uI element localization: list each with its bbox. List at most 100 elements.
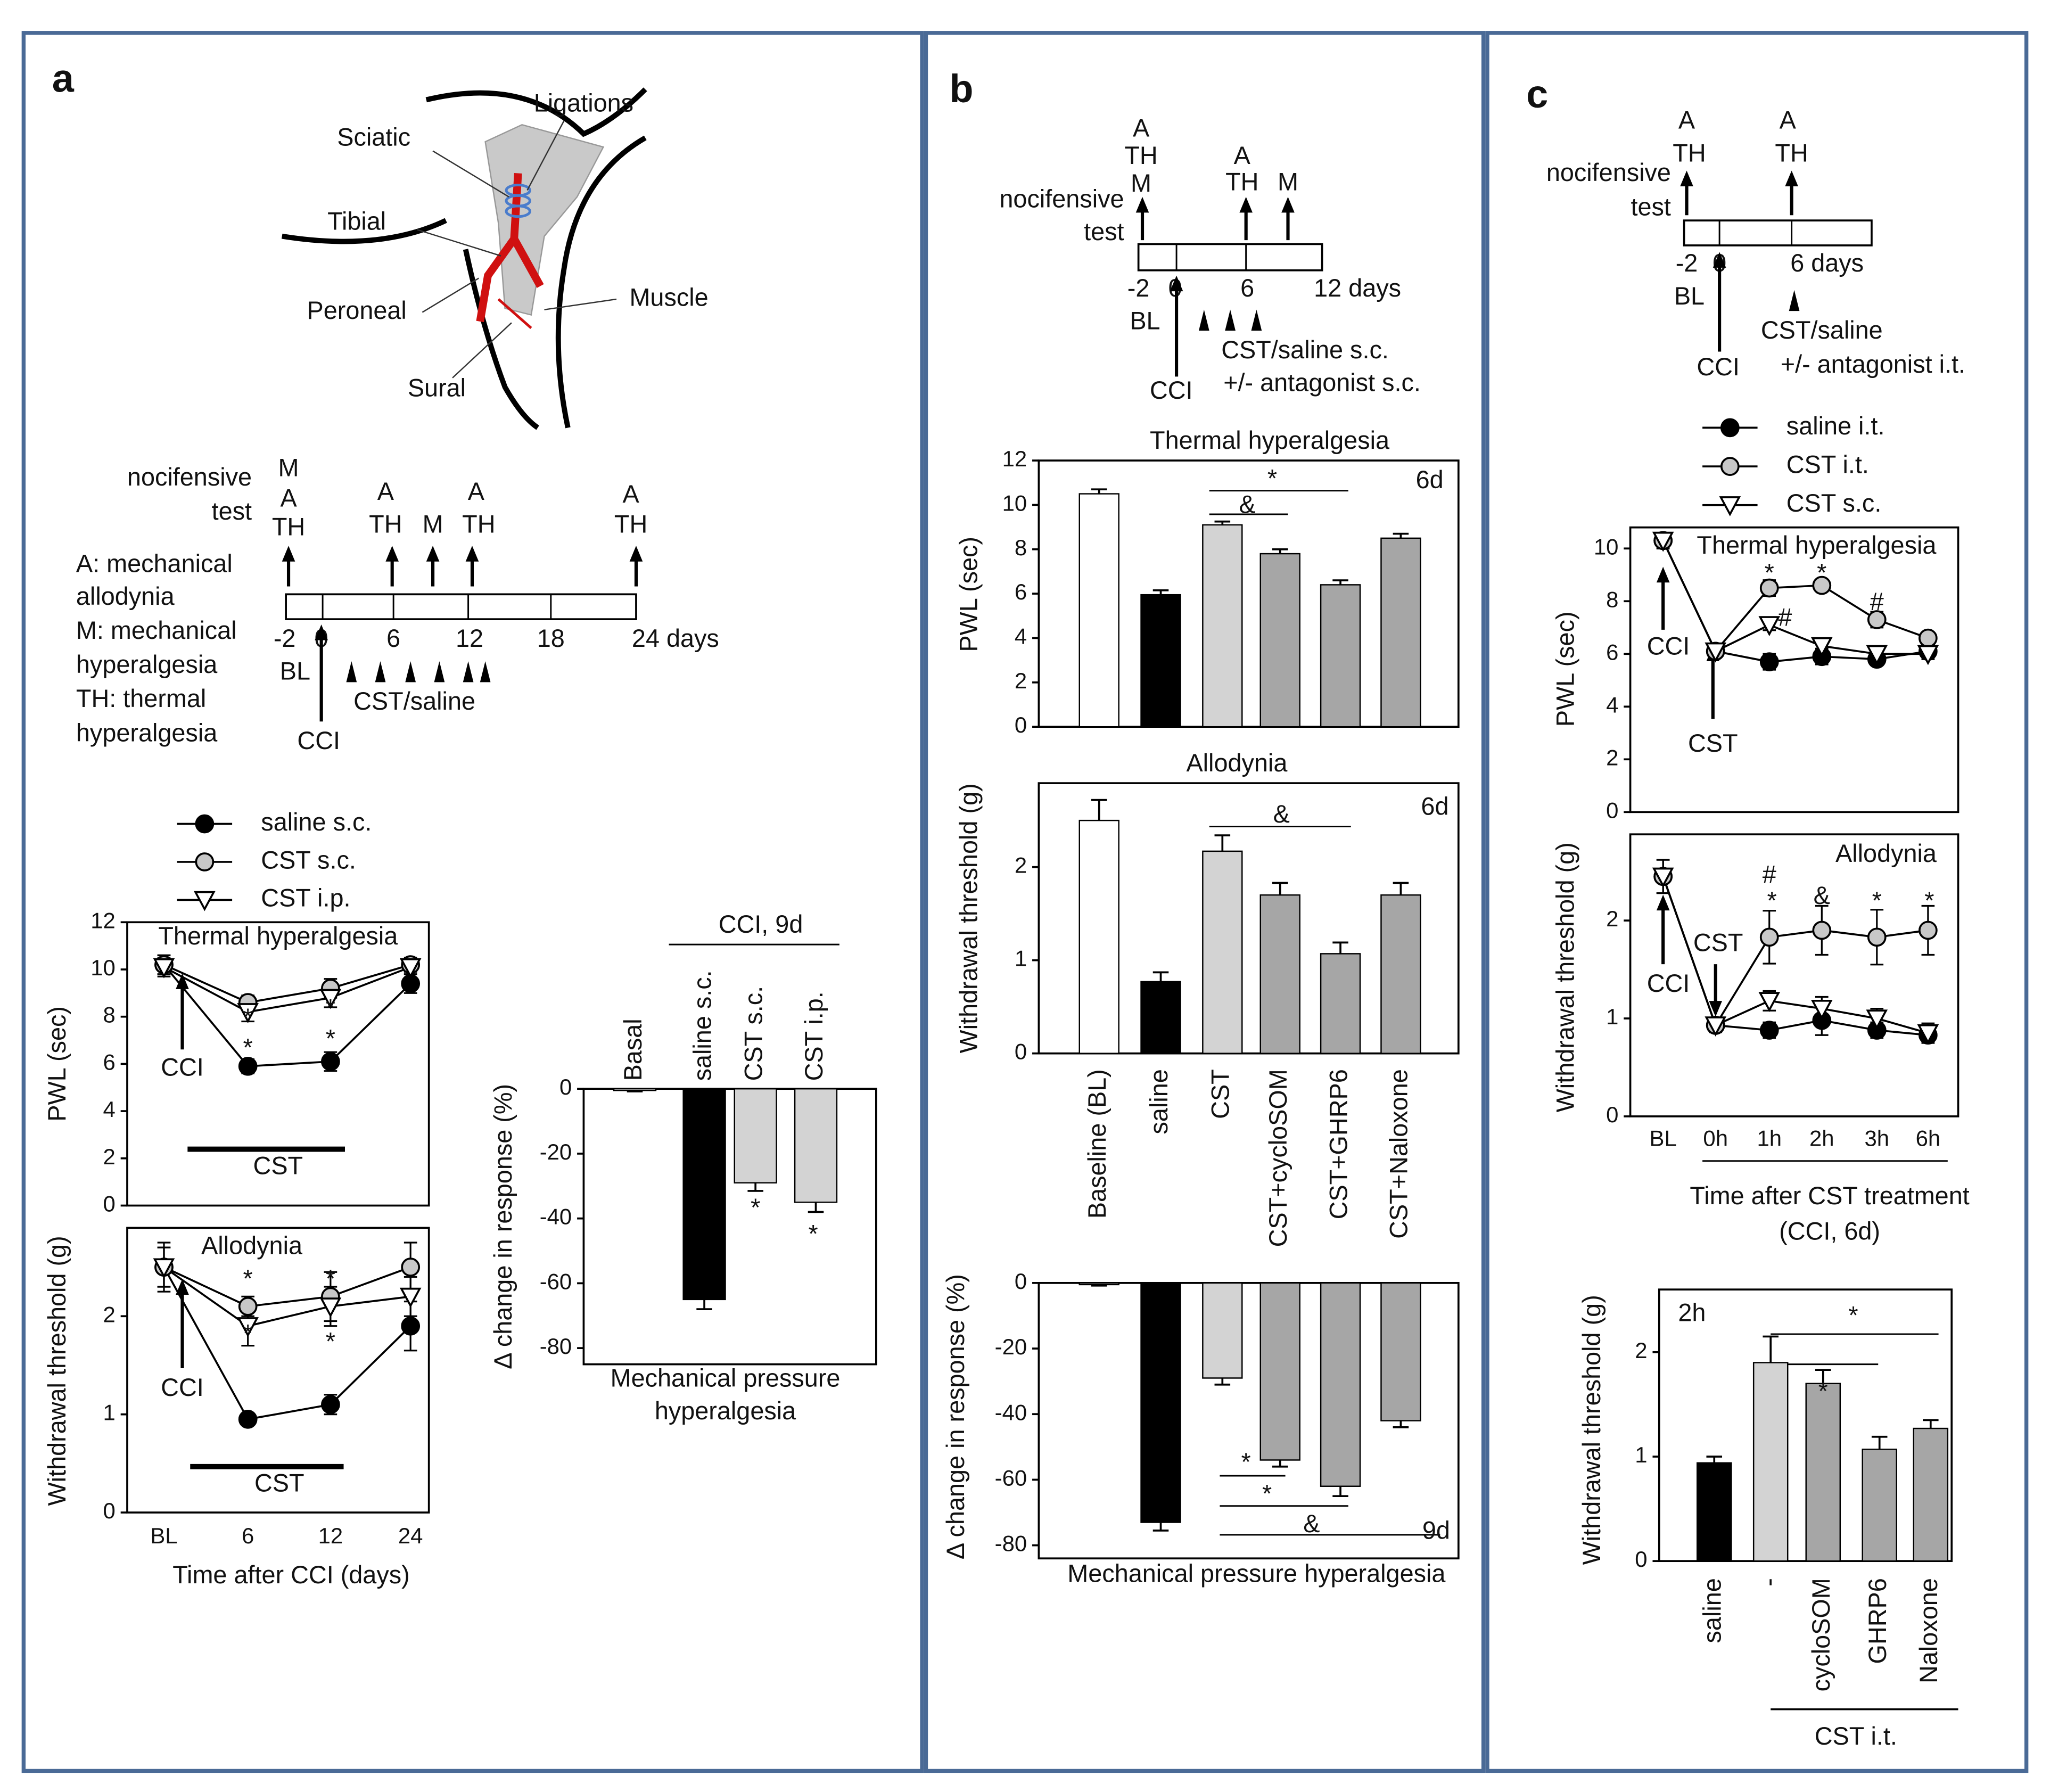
marker bbox=[1866, 645, 1888, 665]
y-tick-label: 10 bbox=[1002, 490, 1027, 515]
annotation: * bbox=[751, 1194, 760, 1221]
x-tick-label: CST+cycloSOM bbox=[1264, 1069, 1292, 1247]
y-tick-label: 2 bbox=[1606, 906, 1618, 931]
panel-letter: c bbox=[1526, 72, 1548, 116]
bar bbox=[1202, 524, 1243, 728]
annotation: * bbox=[243, 1004, 253, 1031]
bar bbox=[1380, 537, 1421, 728]
timeline-box bbox=[1137, 243, 1323, 272]
y-tick-label: 2 bbox=[103, 1302, 116, 1327]
y-tick-label: 0 bbox=[1015, 712, 1027, 737]
y-axis-label: Withdrawal threshold (g) bbox=[43, 1236, 71, 1506]
timeline-label: M bbox=[423, 511, 443, 538]
arrow-head bbox=[315, 624, 328, 640]
arrow-head bbox=[1713, 252, 1726, 268]
y-tick-label: 4 bbox=[1606, 692, 1618, 717]
timeline-label: 6 bbox=[1240, 274, 1254, 302]
annotation: # bbox=[1870, 588, 1884, 615]
series-line bbox=[1662, 876, 1929, 1034]
x-axis-label: hyperalgesia bbox=[655, 1397, 796, 1425]
outline bbox=[281, 218, 447, 244]
bar bbox=[794, 1088, 838, 1203]
x-axis-label: Mechanical pressure bbox=[611, 1364, 841, 1392]
annotation: & bbox=[1303, 1510, 1320, 1538]
series-line bbox=[163, 966, 411, 1013]
legend-label: CST i.p. bbox=[261, 884, 350, 912]
bar bbox=[1805, 1383, 1841, 1562]
timeline-label: hyperalgesia bbox=[76, 719, 218, 746]
timeline-label: CCI bbox=[1697, 353, 1740, 381]
y-tick-label: -80 bbox=[540, 1334, 572, 1359]
chart-title: Allodynia bbox=[201, 1232, 303, 1260]
marker bbox=[195, 814, 215, 834]
timeline-label: 6 bbox=[386, 624, 400, 652]
marker bbox=[1866, 1009, 1888, 1030]
y-axis-label: Withdrawal threshold (g) bbox=[955, 783, 983, 1053]
timeline-label: M bbox=[1278, 168, 1298, 195]
bar bbox=[1696, 1462, 1732, 1562]
marker bbox=[1652, 867, 1674, 888]
arrow-head bbox=[1239, 196, 1253, 213]
y-tick-label: 8 bbox=[1606, 587, 1618, 612]
x-tick-label: CST+Naloxone bbox=[1385, 1069, 1413, 1239]
dose-marker bbox=[463, 661, 474, 683]
dose-marker bbox=[480, 661, 491, 683]
dose-marker bbox=[434, 661, 445, 683]
y-tick-label: -20 bbox=[540, 1139, 572, 1164]
marker bbox=[238, 1056, 258, 1076]
marker bbox=[1720, 418, 1740, 438]
annotation: CST bbox=[253, 1152, 303, 1179]
annotation: * bbox=[326, 1024, 335, 1052]
y-axis-label: PWL (sec) bbox=[1552, 611, 1579, 727]
y-tick-label: 10 bbox=[1594, 534, 1619, 559]
marker bbox=[1719, 496, 1741, 516]
x-tick-label: 6h bbox=[1916, 1125, 1941, 1150]
plot-frame bbox=[1629, 526, 1960, 813]
arrow-head bbox=[1680, 170, 1693, 187]
x-tick-label: 3h bbox=[1864, 1125, 1889, 1150]
marker bbox=[1812, 576, 1832, 595]
bar bbox=[1078, 1282, 1119, 1286]
annotation: * bbox=[326, 1264, 335, 1292]
annotation: CCI bbox=[1647, 969, 1690, 997]
timeline-label: TH: thermal bbox=[76, 685, 206, 712]
x-tick-label: saline s.c. bbox=[688, 970, 716, 1081]
y-axis-label: PWL (sec) bbox=[955, 537, 983, 652]
timeline-label: nocifensive bbox=[999, 185, 1124, 213]
timeline-label: BL bbox=[280, 657, 310, 685]
y-tick-label: 12 bbox=[90, 908, 116, 933]
annotation: * bbox=[1924, 887, 1934, 915]
timeline-label: test bbox=[1084, 218, 1124, 245]
x-tick-label: CST s.c. bbox=[740, 986, 768, 1081]
panel-frame bbox=[21, 31, 924, 1773]
bar bbox=[1752, 1362, 1789, 1562]
bar bbox=[1380, 894, 1421, 1054]
timeline-label: TH bbox=[369, 511, 402, 538]
dose-marker bbox=[1251, 309, 1262, 331]
timeline-box bbox=[1683, 219, 1873, 246]
legend-label: CST s.c. bbox=[261, 846, 356, 874]
bar bbox=[1140, 594, 1181, 728]
annotation: * bbox=[1262, 1479, 1272, 1507]
timeline-label: CCI bbox=[297, 727, 340, 754]
timeline-label: M bbox=[1131, 169, 1151, 197]
y-tick-label: -80 bbox=[995, 1531, 1027, 1556]
marker bbox=[153, 958, 175, 979]
timeline-label: 6 days bbox=[1790, 249, 1864, 277]
timeline-label: A bbox=[1133, 114, 1150, 142]
timeline-label: A bbox=[623, 480, 640, 508]
y-tick-label: 2 bbox=[103, 1144, 116, 1169]
annotation: 9d bbox=[1422, 1516, 1450, 1544]
annotation: * bbox=[326, 994, 335, 1022]
marker bbox=[238, 1410, 258, 1429]
chart-title: Thermal hyperalgesia bbox=[1150, 426, 1390, 454]
marker bbox=[1759, 652, 1779, 671]
panel-letter: b bbox=[949, 67, 973, 111]
bar bbox=[1140, 1282, 1181, 1523]
annotation: * bbox=[243, 1034, 253, 1062]
timeline-label: TH bbox=[272, 513, 305, 540]
timeline-label: A bbox=[1678, 106, 1695, 134]
timeline-label: BL bbox=[1130, 307, 1160, 335]
arrow-head bbox=[385, 546, 399, 562]
